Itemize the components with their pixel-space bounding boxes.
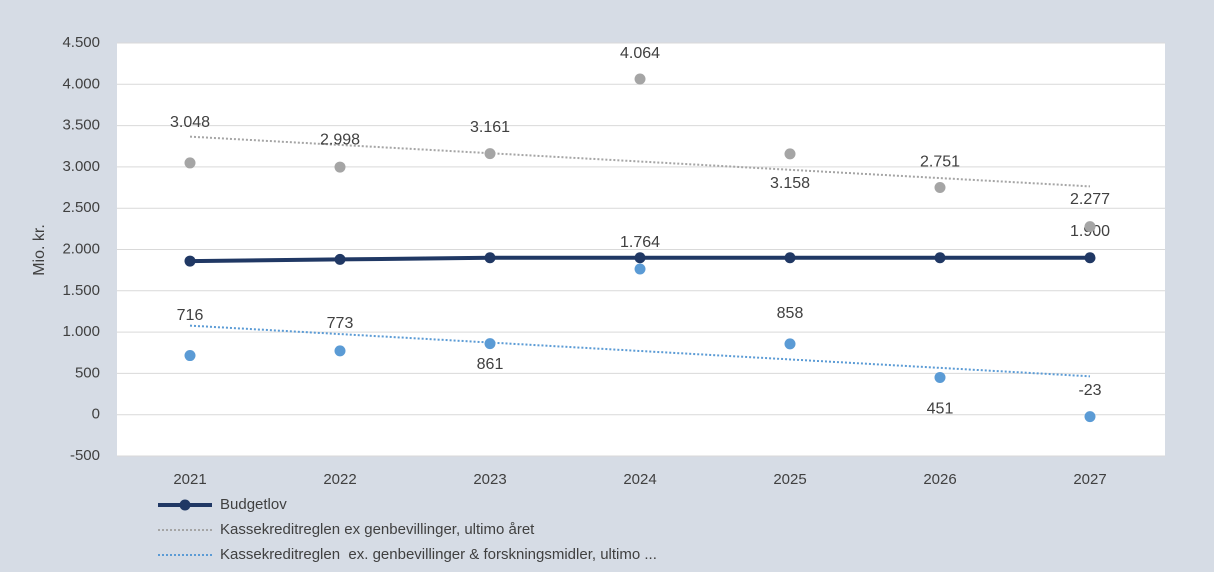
data-point: [934, 181, 946, 193]
y-tick-label: 3.500: [62, 117, 100, 134]
y-tick-label: 500: [75, 364, 100, 381]
y-tick-label: 4.000: [62, 75, 100, 92]
data-point: [934, 371, 946, 383]
data-point: [634, 263, 646, 275]
data-point: [784, 252, 796, 264]
x-tick-label: 2024: [623, 471, 656, 488]
x-tick-label: 2022: [323, 471, 356, 488]
data-label: 4.064: [620, 45, 660, 62]
data-point: [934, 252, 946, 264]
data-label: 716: [177, 307, 204, 324]
legend-marker: [179, 499, 191, 511]
data-label: 2.751: [920, 154, 960, 171]
y-tick-label: 0: [92, 406, 100, 423]
data-label: 2.277: [1070, 191, 1110, 208]
data-label: 451: [927, 401, 954, 418]
data-point: [1084, 221, 1096, 233]
y-axis-title: Mio. kr.: [31, 224, 48, 276]
x-tick-label: 2027: [1073, 471, 1106, 488]
x-tick-label: 2021: [173, 471, 206, 488]
data-label: 773: [327, 315, 354, 332]
data-point: [634, 252, 646, 264]
data-point: [484, 252, 496, 264]
data-point: [184, 157, 196, 169]
data-point: [1084, 252, 1096, 264]
data-label: 1.764: [620, 234, 660, 251]
data-point: [784, 338, 796, 350]
data-point: [184, 255, 196, 267]
x-tick-label: 2023: [473, 471, 506, 488]
data-label: 3.048: [170, 114, 210, 131]
data-label: 3.161: [470, 119, 510, 136]
data-label: 2.998: [320, 131, 360, 148]
y-tick-label: 2.000: [62, 240, 100, 257]
data-label: 861: [477, 356, 504, 373]
y-tick-label: 3.000: [62, 158, 100, 175]
legend-label: Kassekreditreglen ex genbevillinger, ult…: [220, 521, 535, 538]
data-point: [484, 148, 496, 160]
x-tick-label: 2026: [923, 471, 956, 488]
y-tick-label: 2.500: [62, 199, 100, 216]
data-label: 3.158: [770, 175, 810, 192]
data-point: [1084, 411, 1096, 423]
data-point: [334, 161, 346, 173]
data-point: [334, 345, 346, 357]
data-point: [184, 350, 196, 362]
y-tick-label: 4.500: [62, 34, 100, 51]
legend-label: Budgetlov: [220, 496, 287, 513]
data-point: [634, 73, 646, 85]
data-point: [484, 338, 496, 350]
data-label: 858: [777, 305, 804, 322]
y-tick-label: 1.000: [62, 323, 100, 340]
data-label: -23: [1078, 382, 1101, 399]
data-point: [784, 148, 796, 160]
data-point: [334, 253, 346, 265]
x-tick-label: 2025: [773, 471, 806, 488]
legend-label: Kassekreditreglen ex. genbevillinger & f…: [220, 546, 657, 563]
y-tick-label: -500: [70, 447, 100, 464]
y-tick-label: 1.500: [62, 282, 100, 299]
